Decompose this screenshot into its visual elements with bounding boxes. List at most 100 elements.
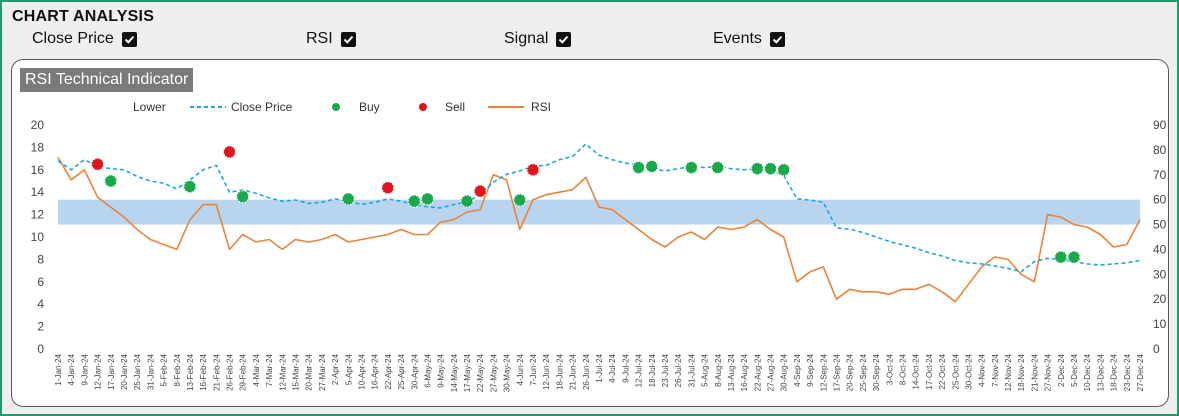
- x-tick-label: 10-Apr-24: [357, 353, 366, 389]
- x-tick-label: 14-Oct-24: [912, 353, 921, 389]
- toggle-label: Close Price: [32, 30, 114, 47]
- legend-sell-swatch: [419, 103, 427, 111]
- close-price-series-line: [57, 142, 1141, 273]
- y-right-tick: 20: [1153, 292, 1167, 306]
- x-tick-label: 30-Apr-24: [410, 353, 419, 389]
- x-tick-label: 5-Apr-24: [344, 353, 353, 385]
- x-tick-label: 27-May-24: [489, 353, 498, 392]
- x-tick-label: 4-Jan-24: [67, 353, 76, 385]
- x-tick-label: 9-May-24: [437, 353, 446, 387]
- y-left-tick: 14: [31, 185, 45, 199]
- buy-signal-marker: [183, 180, 197, 194]
- y-left-tick: 20: [31, 118, 45, 132]
- x-tick-label: 16-Feb-24: [199, 353, 208, 390]
- x-tick-label: 13-Dec-24: [1096, 353, 1105, 391]
- x-tick-label: 7-Mar-24: [265, 353, 274, 386]
- toggle-close-price[interactable]: Close Price: [32, 30, 137, 48]
- x-tick-label: 7-Nov-24: [991, 353, 1000, 386]
- x-tick-label: 12-Sep-24: [819, 353, 828, 391]
- rsi-checkbox[interactable]: [340, 31, 356, 47]
- x-tick-label: 20-Sep-24: [846, 353, 855, 391]
- x-tick-label: 8-Aug-24: [714, 353, 723, 386]
- buy-signal-marker: [777, 163, 791, 177]
- x-tick-label: 31-Jul-24: [687, 353, 696, 387]
- buy-signal-marker: [104, 174, 118, 188]
- sell-signal-marker: [473, 184, 487, 198]
- x-tick-label: 15-Mar-24: [292, 353, 301, 390]
- toggle-label: RSI: [306, 30, 333, 47]
- x-tick-label: 26-Jun-24: [582, 353, 591, 390]
- x-tick-label: 30-Aug-24: [780, 353, 789, 391]
- y-left-tick: 18: [31, 140, 45, 154]
- toggle-rsi[interactable]: RSI: [306, 30, 356, 48]
- x-tick-label: 25-Sep-24: [859, 353, 868, 391]
- x-tick-label: 12-Mar-24: [278, 353, 287, 390]
- y-left-tick: 4: [37, 297, 44, 311]
- buy-signal-marker: [645, 159, 659, 174]
- x-tick-label: 21-Nov-24: [1030, 353, 1039, 391]
- x-tick-label: 26-Feb-24: [226, 353, 235, 390]
- x-tick-label: 27-Aug-24: [767, 353, 776, 391]
- buy-signal-marker: [631, 160, 646, 175]
- buy-signal-marker: [1067, 250, 1081, 264]
- sell-signal-marker: [381, 181, 395, 195]
- x-tick-label: 26-Jul-24: [674, 353, 683, 387]
- x-tick-label: 27-Nov-24: [1044, 353, 1053, 391]
- x-tick-label: 25-Apr-24: [397, 353, 406, 389]
- x-tick-label: 18-Dec-24: [1110, 353, 1119, 391]
- x-tick-label: 22-Aug-24: [753, 353, 762, 391]
- x-tick-label: 25-Oct-24: [951, 353, 960, 389]
- buy-signal-marker: [513, 193, 527, 207]
- x-tick-label: 3-Oct-24: [885, 353, 894, 385]
- x-tick-label: 17-Jan-24: [107, 353, 116, 390]
- buy-signal-marker: [711, 160, 725, 175]
- x-tick-label: 5-Dec-24: [1070, 353, 1079, 386]
- x-tick-label: 23-Dec-24: [1123, 353, 1132, 391]
- x-tick-label: 25-Jan-24: [133, 353, 142, 390]
- chart-title: RSI Technical Indicator: [20, 68, 194, 92]
- buy-signal-marker: [1054, 250, 1068, 264]
- y-right-tick: 10: [1153, 317, 1167, 331]
- x-tick-label: 4-Sep-24: [793, 353, 802, 386]
- x-tick-label: 4-Nov-24: [978, 353, 987, 386]
- y-right-tick: 80: [1153, 143, 1167, 157]
- y-right-tick: 70: [1153, 168, 1167, 182]
- y-left-tick: 6: [37, 275, 44, 289]
- x-tick-label: 4-Jul-24: [608, 353, 617, 382]
- rsi-band: [58, 199, 1140, 225]
- x-tick-label: 12-Jun-24: [542, 353, 551, 390]
- y-left-tick: 2: [37, 320, 44, 334]
- y-right-tick: 50: [1153, 218, 1167, 232]
- x-tick-label: 5-Aug-24: [701, 353, 710, 386]
- x-tick-label: 22-May-24: [476, 353, 485, 392]
- y-right-tick: 90: [1153, 118, 1167, 132]
- x-tick-label: 4-Jun-24: [516, 353, 525, 385]
- x-tick-label: 12-Nov-24: [1004, 353, 1013, 391]
- x-tick-label: 18-Jun-24: [555, 353, 564, 390]
- toggle-signal[interactable]: Signal: [504, 30, 572, 48]
- x-tick-label: 8-Feb-24: [173, 353, 182, 386]
- x-tick-label: 22-Apr-24: [384, 353, 393, 389]
- toggle-events[interactable]: Events: [713, 30, 785, 48]
- legend-lower: Lower: [133, 100, 166, 114]
- close-price-checkbox[interactable]: [121, 31, 137, 47]
- x-tick-label: 30-Oct-24: [964, 353, 973, 389]
- buy-signal-marker: [750, 162, 764, 176]
- page-title: CHART ANALYSIS: [12, 8, 155, 25]
- signal-checkbox[interactable]: [556, 31, 572, 47]
- events-checkbox[interactable]: [769, 31, 785, 47]
- y-left-tick: 12: [31, 208, 45, 222]
- legend-buy-swatch: [332, 103, 340, 111]
- buy-signal-marker: [407, 194, 421, 208]
- x-tick-label: 1-Jul-24: [595, 353, 604, 382]
- x-tick-label: 6-May-24: [423, 353, 432, 387]
- x-tick-label: 30-Sep-24: [872, 353, 881, 391]
- x-tick-label: 2-Dec-24: [1057, 353, 1066, 386]
- x-tick-label: 16-Apr-24: [371, 353, 380, 389]
- toggle-label: Events: [713, 30, 762, 47]
- y-right-tick: 30: [1153, 267, 1167, 281]
- x-tick-label: 18-Jul-24: [648, 353, 657, 387]
- x-tick-label: 16-Aug-24: [740, 353, 749, 391]
- x-tick-label: 20-Jan-24: [120, 353, 129, 390]
- x-tick-label: 20-Mar-24: [305, 353, 314, 390]
